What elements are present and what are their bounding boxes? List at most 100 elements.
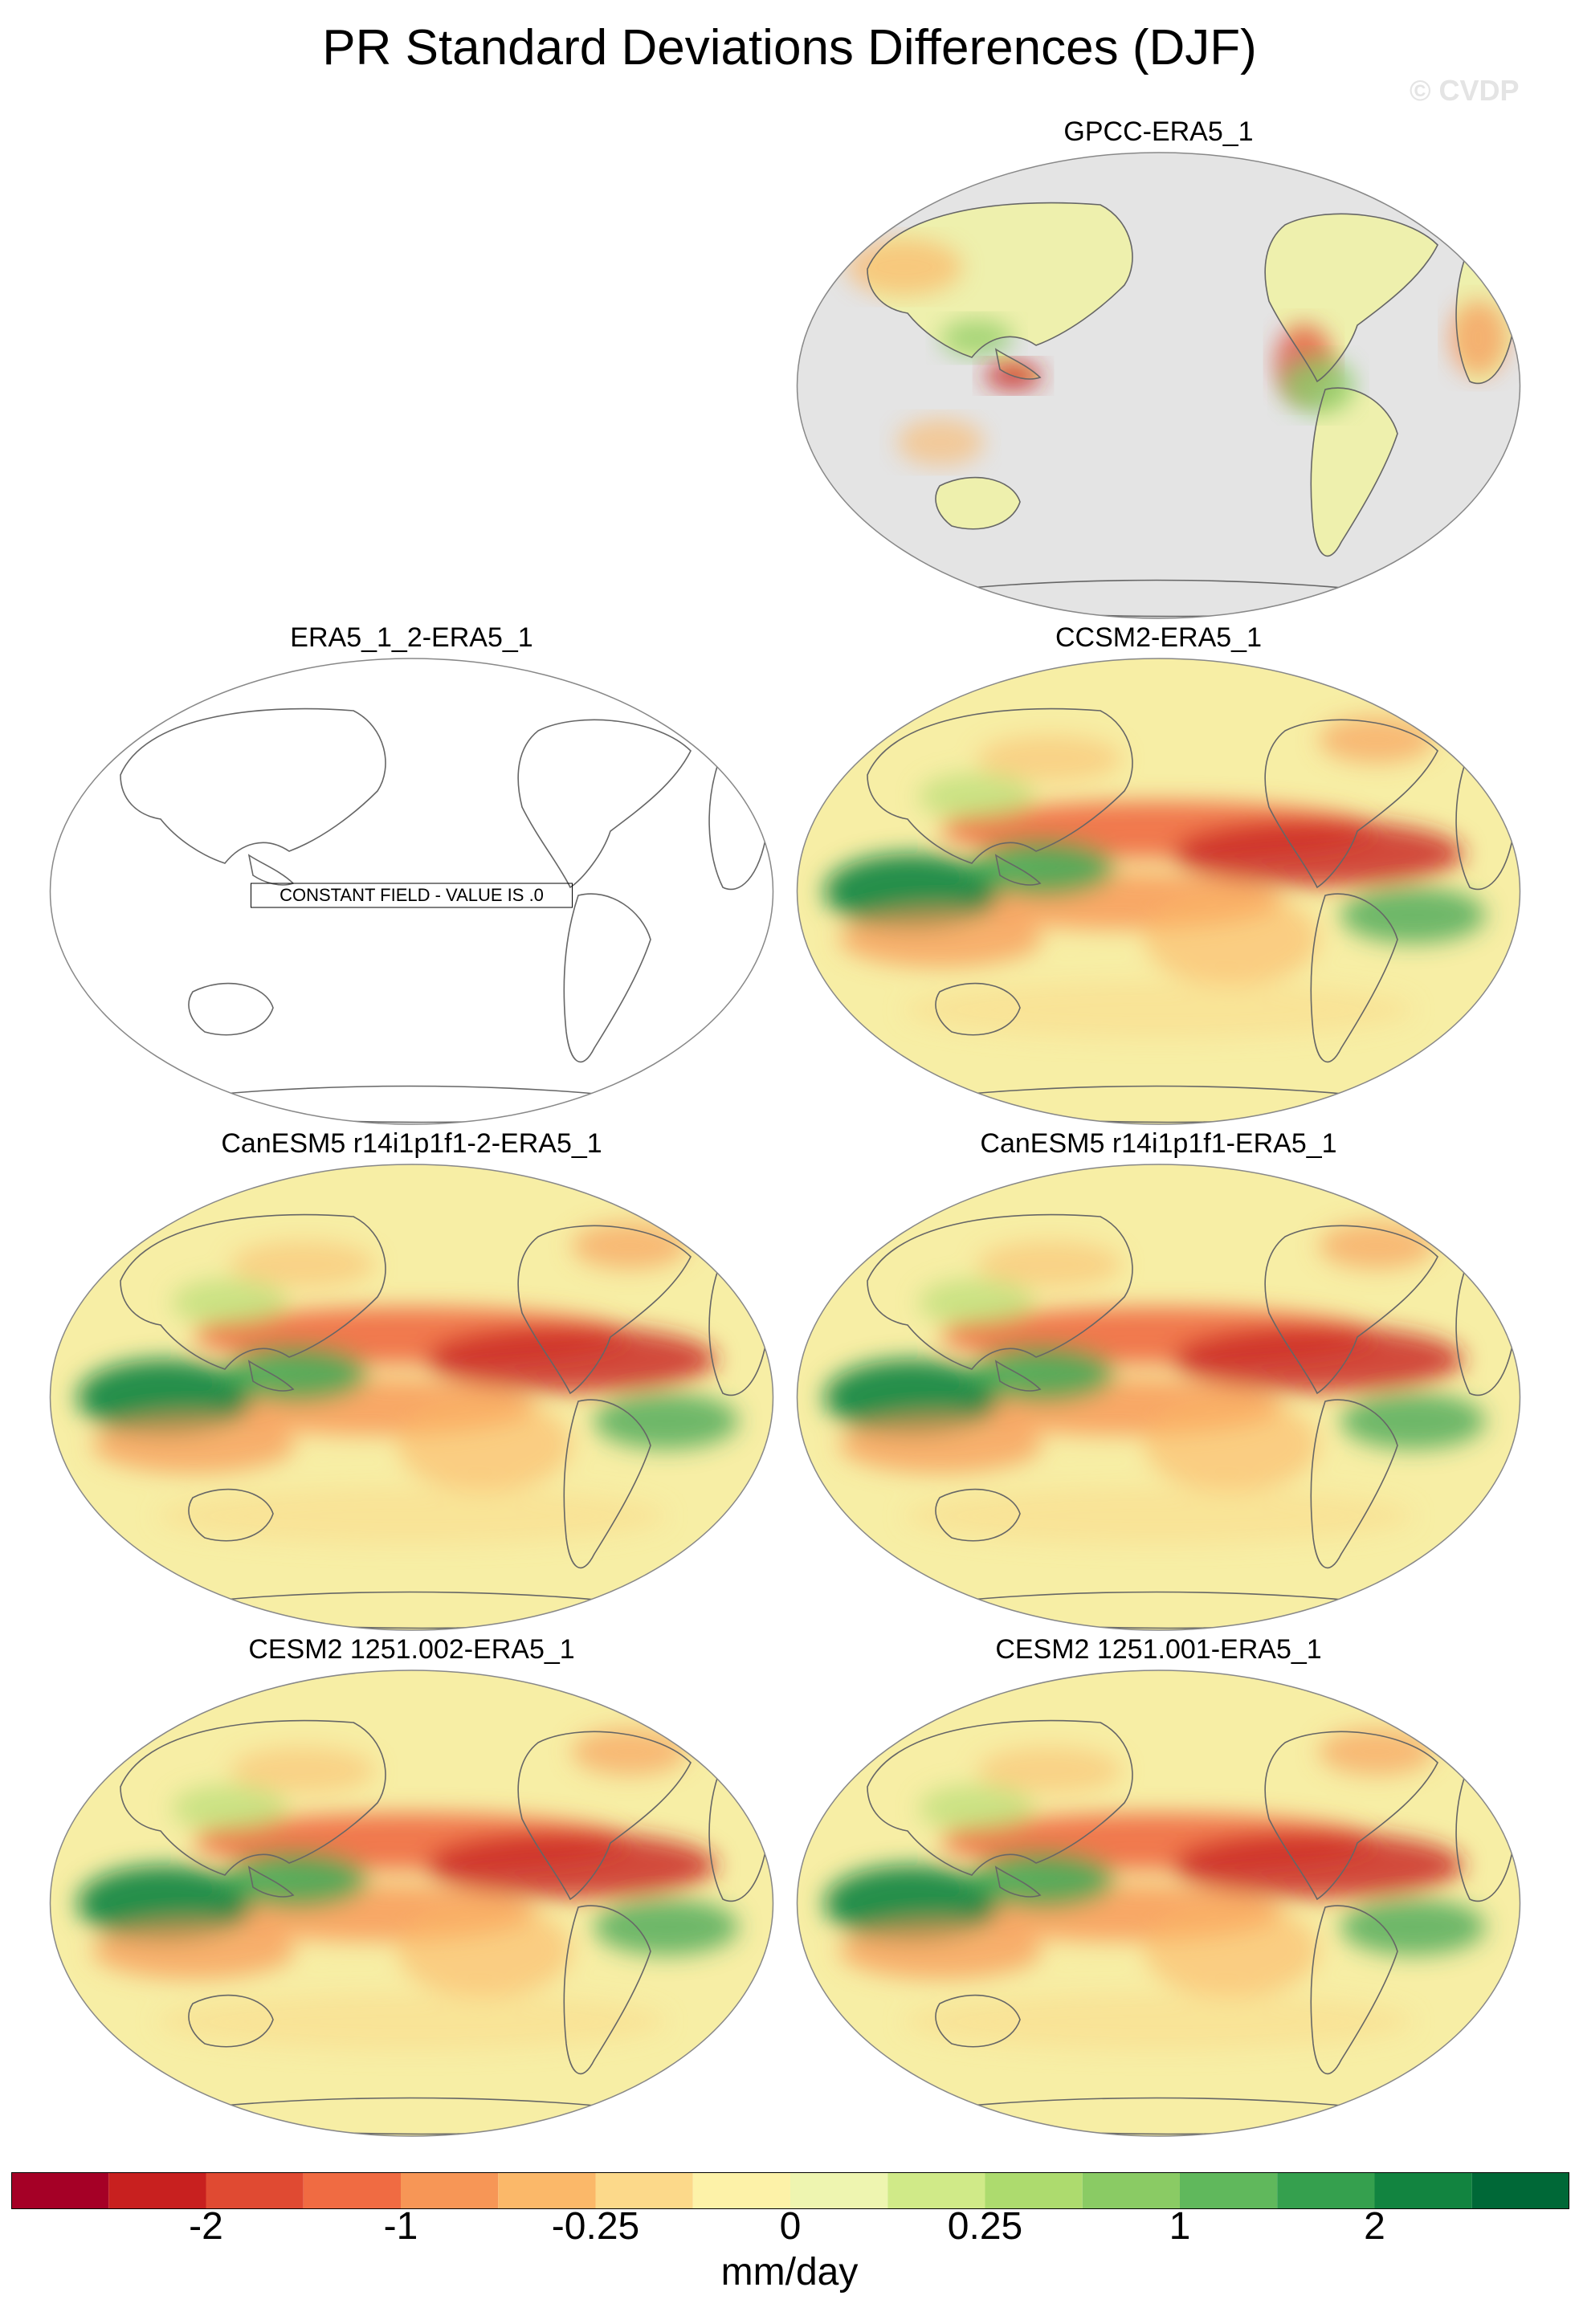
map-border: [49, 1164, 774, 1631]
coastline: [1264, 213, 1438, 383]
anomaly-region: [918, 773, 1035, 821]
anomaly-region: [977, 735, 1123, 783]
map-panel-cesm2-001: CESM2 1251.001-ERA5_1: [795, 1634, 1522, 2140]
coastline: [120, 1719, 386, 1876]
anomaly-region: [1318, 716, 1435, 764]
coastline: [120, 707, 386, 864]
anomaly-region: [77, 1865, 252, 1942]
colorbar-swatch: [303, 2172, 401, 2209]
anomaly-region: [977, 1747, 1123, 1795]
cvdp-watermark: © CVDP: [1410, 74, 1520, 107]
world-map: [49, 1164, 774, 1631]
coastline: [935, 982, 1021, 1036]
colorbar-swatch: [1471, 2172, 1569, 2209]
colorbar-tick-label: 0.25: [947, 2205, 1023, 2248]
svg-text:CONSTANT FIELD - VALUE IS .0: CONSTANT FIELD - VALUE IS .0: [279, 885, 544, 905]
colorbar-outline: [11, 2172, 1569, 2209]
map-panel-canesm5: CanESM5 r14i1p1f1-ERA5_1: [795, 1128, 1522, 1634]
panel-title: CESM2 1251.001-ERA5_1: [995, 1634, 1322, 1665]
coastline: [1264, 719, 1438, 889]
anomaly-region: [171, 1784, 288, 1833]
map-border: [796, 658, 1521, 1125]
coastline: [935, 1994, 1021, 2048]
colorbar-units: mm/day: [720, 2251, 859, 2293]
anomaly-region: [824, 1359, 999, 1436]
world-map: CONSTANT FIELD - VALUE IS .0: [49, 658, 774, 1125]
coastline: [994, 854, 1042, 886]
land-region: [867, 202, 1132, 357]
colorbar-swatch: [692, 2172, 790, 2209]
panel-title: CCSM2-ERA5_1: [1055, 622, 1262, 653]
anomaly-region: [222, 1345, 369, 1402]
coastline: [935, 1488, 1021, 1542]
anomaly-region: [846, 239, 963, 296]
anomaly-region: [1173, 1832, 1464, 1899]
coastline: [517, 1731, 692, 1901]
anomaly-region: [969, 839, 1116, 896]
anomaly-region: [571, 1727, 688, 1776]
panel-title: CanESM5 r14i1p1f1-ERA5_1: [980, 1128, 1337, 1159]
constant-field-label: CONSTANT FIELD - VALUE IS .0: [251, 883, 573, 908]
anomaly-region: [230, 1241, 376, 1289]
colorbar-tick-label: 1: [1169, 2205, 1191, 2248]
coastline: [867, 1213, 1133, 1370]
world-map: [796, 1670, 1521, 2137]
coastline: [563, 1905, 651, 2075]
map-panel-cesm2-002: CESM2 1251.002-ERA5_1: [48, 1634, 775, 2140]
coastline: [188, 982, 274, 1036]
coastline: [517, 719, 692, 889]
anomaly-region: [230, 1747, 376, 1795]
world-map: [796, 1164, 1521, 1631]
coastline: [994, 348, 1042, 380]
anomaly-region: [1340, 1392, 1486, 1449]
world-map: [49, 1670, 774, 2137]
anomaly-region: [918, 1278, 1035, 1327]
anomaly-region: [1282, 357, 1355, 414]
map-panel-canesm5-2: CanESM5 r14i1p1f1-2-ERA5_1: [48, 1128, 775, 1634]
anomaly-region: [593, 1392, 739, 1449]
world-map: [796, 152, 1521, 619]
colorbar-swatch: [401, 2172, 499, 2209]
map-border: [796, 1164, 1521, 1631]
colorbar: [11, 2172, 1569, 2209]
anomaly-region: [1449, 300, 1508, 377]
anomaly-region: [397, 1397, 572, 1492]
coastline: [247, 1360, 295, 1392]
anomaly-region: [969, 1345, 1116, 1402]
coastline: [563, 1399, 651, 1569]
panel-title: CanESM5 r14i1p1f1-2-ERA5_1: [221, 1128, 602, 1159]
anomaly-region: [571, 1221, 688, 1270]
coastline: [867, 707, 1133, 864]
coastline: [1310, 893, 1398, 1063]
anomaly-region: [1144, 1903, 1319, 1998]
anomaly-region: [838, 1922, 1042, 1979]
colorbar-tick-label: -1: [383, 2205, 418, 2248]
panel-title: CESM2 1251.002-ERA5_1: [248, 1634, 575, 1665]
colorbar-swatch: [108, 2172, 206, 2209]
colorbar-swatch: [595, 2172, 693, 2209]
coastline: [935, 476, 1021, 530]
colorbar-swatch: [790, 2172, 888, 2209]
anomaly-region: [824, 1865, 999, 1942]
anomaly-region: [1340, 887, 1486, 944]
panel-title: GPCC-ERA5_1: [1063, 116, 1254, 147]
colorbar-swatch: [887, 2172, 985, 2209]
anomaly-region: [1340, 1898, 1486, 1955]
coastline: [867, 202, 1133, 358]
anomaly-region: [1318, 1727, 1435, 1776]
colorbar-swatch: [985, 2172, 1083, 2209]
anomaly-region: [77, 1359, 252, 1436]
map-border: [49, 658, 774, 1125]
coastline: [1310, 387, 1398, 557]
coastline: [867, 1719, 1133, 1876]
colorbar-tick-label: 0: [779, 2205, 802, 2248]
colorbar-tick-label: -2: [189, 2205, 223, 2248]
colorbar-swatch: [1180, 2172, 1278, 2209]
colorbar-swatch: [11, 2172, 109, 2209]
anomaly-region: [977, 1241, 1123, 1289]
coastline: [517, 1225, 692, 1395]
map-panel-ccsm2: CCSM2-ERA5_1: [795, 622, 1522, 1128]
colorbar-tick-label: -0.25: [551, 2205, 640, 2248]
coastline: [1264, 1731, 1438, 1901]
coastline: [247, 1865, 295, 1898]
